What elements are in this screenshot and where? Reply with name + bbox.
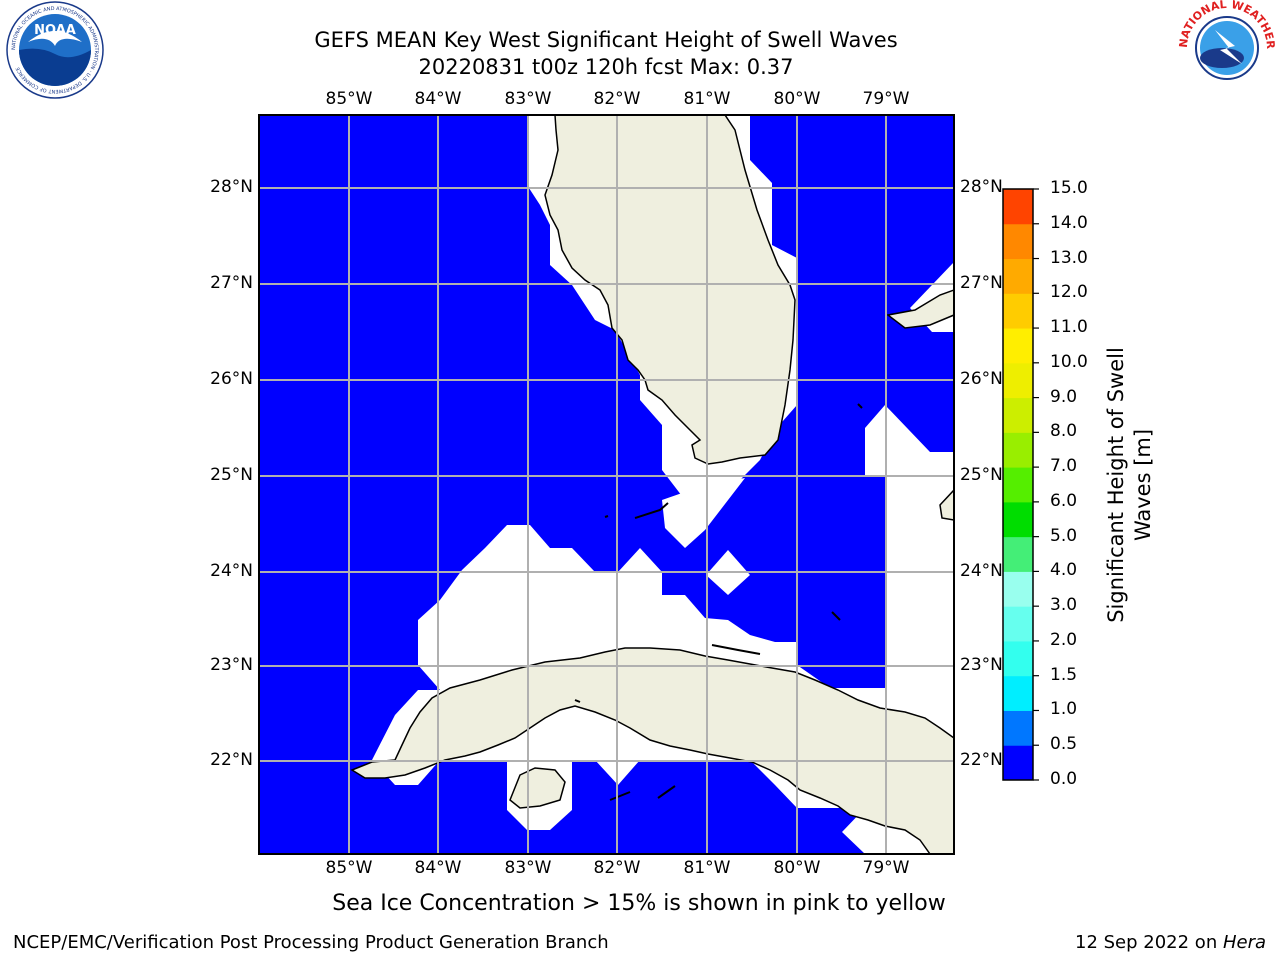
colorbar-segment: [1003, 467, 1033, 503]
colorbar-segment: [1003, 362, 1033, 399]
lon-tick-top-83w: 83°W: [504, 89, 552, 109]
lon-tick-top-80w: 80°W: [773, 89, 821, 109]
colorbar-segment: [1003, 501, 1033, 538]
colorbar-tick-label: 1.5: [1050, 664, 1078, 685]
colorbar-segment: [1003, 675, 1033, 711]
lon-tick-top-79w: 79°W: [862, 89, 910, 109]
colorbar-tick-label: 1.0: [1050, 699, 1078, 720]
keys-islands: [574, 403, 863, 801]
lon-tick-bottom-82w: 82°W: [593, 858, 641, 878]
colorbar-tick-label: 3.0: [1050, 595, 1078, 616]
lat-tick-left-22n: 22°N: [210, 750, 253, 770]
lat-tick-left-27n: 27°N: [210, 273, 253, 293]
lat-tick-right-22n: 22°N: [960, 750, 1003, 770]
colorbar-tick-label: 0.0: [1050, 769, 1078, 789]
lat-tick-left-26n: 26°N: [210, 369, 253, 389]
colorbar-tick-label: 14.0: [1050, 212, 1088, 233]
lon-tick-bottom-84w: 84°W: [414, 858, 462, 878]
colorbar-tick-label: 10.0: [1050, 351, 1088, 372]
colorbar-tick-label: 12.0: [1050, 282, 1088, 303]
bahamas-grand-land: [886, 289, 954, 329]
nws-ring-text: NATIONAL WEATHER SERVICE: [0, 0, 1277, 50]
lon-tick-bottom-85w: 85°W: [325, 858, 373, 878]
colorbar-segment: [1003, 397, 1033, 433]
colorbar-segment: [1003, 536, 1033, 572]
chart-title-line1: GEFS MEAN Key West Significant Height of…: [314, 28, 898, 52]
colorbar-segment: [1003, 571, 1033, 607]
lon-tick-top-82w: 82°W: [593, 89, 641, 109]
florida-land: [544, 115, 796, 465]
lat-tick-right-27n: 27°N: [960, 273, 1003, 293]
colorbar-segment: [1003, 745, 1033, 781]
lon-tick-top-85w: 85°W: [325, 89, 373, 109]
lat-tick-right-26n: 26°N: [960, 369, 1003, 389]
colorbar-segment: [1003, 223, 1033, 260]
footer-date-text: 12 Sep 2022 on: [1075, 932, 1223, 953]
cuba-land: [350, 647, 954, 854]
land-areas: [350, 115, 954, 854]
colorbar-tick-label: 5.0: [1050, 525, 1078, 546]
lon-tick-bottom-80w: 80°W: [773, 858, 821, 878]
footer-credit: NCEP/EMC/Verification Post Processing Pr…: [13, 932, 609, 953]
lon-tick-top-84w: 84°W: [414, 89, 462, 109]
colorbar-tick-label: 15.0: [1050, 178, 1088, 198]
svg-text:NATIONAL WEATHER SERVICE: NATIONAL WEATHER SERVICE: [0, 0, 1277, 50]
chart-title-line2: 20220831 t00z 120h fcst Max: 0.37: [418, 55, 794, 79]
colorbar-tick-label: 0.5: [1050, 734, 1078, 755]
colorbar-tick-label: 6.0: [1050, 490, 1078, 511]
footer-host: Hera: [1222, 932, 1266, 953]
colorbar-tick-label: 7.0: [1050, 456, 1078, 477]
lat-tick-right-23n: 23°N: [960, 655, 1003, 675]
lat-tick-left-24n: 24°N: [210, 561, 253, 581]
lat-tick-left-28n: 28°N: [210, 177, 253, 197]
colorbar-segment: [1003, 710, 1033, 746]
colorbar-segment: [1003, 258, 1033, 294]
colorbar-segment: [1003, 293, 1033, 329]
colorbar-tick-label: 8.0: [1050, 421, 1078, 442]
noaa-logo-icon: NOAA NATIONAL OCEANIC AND ATMOSPHERIC AD…: [6, 1, 104, 99]
colorbar-segment: [1003, 606, 1033, 642]
colorbar: [1003, 189, 1033, 781]
colorbar-tick-marks: [1033, 188, 1039, 781]
colorbar-tick-label: 13.0: [1050, 247, 1088, 268]
colorbar-segment: [1003, 640, 1033, 677]
lat-tick-right-24n: 24°N: [960, 561, 1003, 581]
lon-tick-bottom-83w: 83°W: [504, 858, 552, 878]
lon-tick-top-81w: 81°W: [683, 89, 731, 109]
map-frame: [258, 114, 955, 855]
colorbar-label-line2: Waves [m]: [1131, 429, 1155, 541]
colorbar-tick-label: 11.0: [1050, 317, 1088, 338]
sea-ice-note: Sea Ice Concentration > 15% is shown in …: [332, 891, 946, 916]
colorbar-tick-label: 4.0: [1050, 560, 1078, 581]
gridlines: [259, 115, 954, 854]
noaa-logo-text: NOAA: [34, 23, 76, 38]
lat-tick-left-23n: 23°N: [210, 655, 253, 675]
lat-tick-left-25n: 25°N: [210, 465, 253, 485]
colorbar-label-line1: Significant Height of Swell: [1104, 347, 1128, 623]
andros-land: [939, 488, 954, 521]
colorbar-frame: [1002, 188, 1034, 781]
lat-tick-right-28n: 28°N: [960, 177, 1003, 197]
colorbar-tick-label: 9.0: [1050, 386, 1078, 407]
colorbar-segment: [1003, 189, 1033, 225]
colorbar-segment: [1003, 432, 1033, 468]
lon-tick-bottom-79w: 79°W: [862, 858, 910, 878]
isle-of-youth-land: [509, 767, 566, 809]
footer-date: 12 Sep 2022 on Hera: [1075, 932, 1266, 953]
colorbar-tick-label: 2.0: [1050, 629, 1078, 650]
lat-tick-right-25n: 25°N: [960, 465, 1003, 485]
nws-logo-icon: NATIONAL WEATHER SERVICE: [0, 0, 1277, 94]
lon-tick-bottom-81w: 81°W: [683, 858, 731, 878]
colorbar-segment: [1003, 328, 1033, 364]
